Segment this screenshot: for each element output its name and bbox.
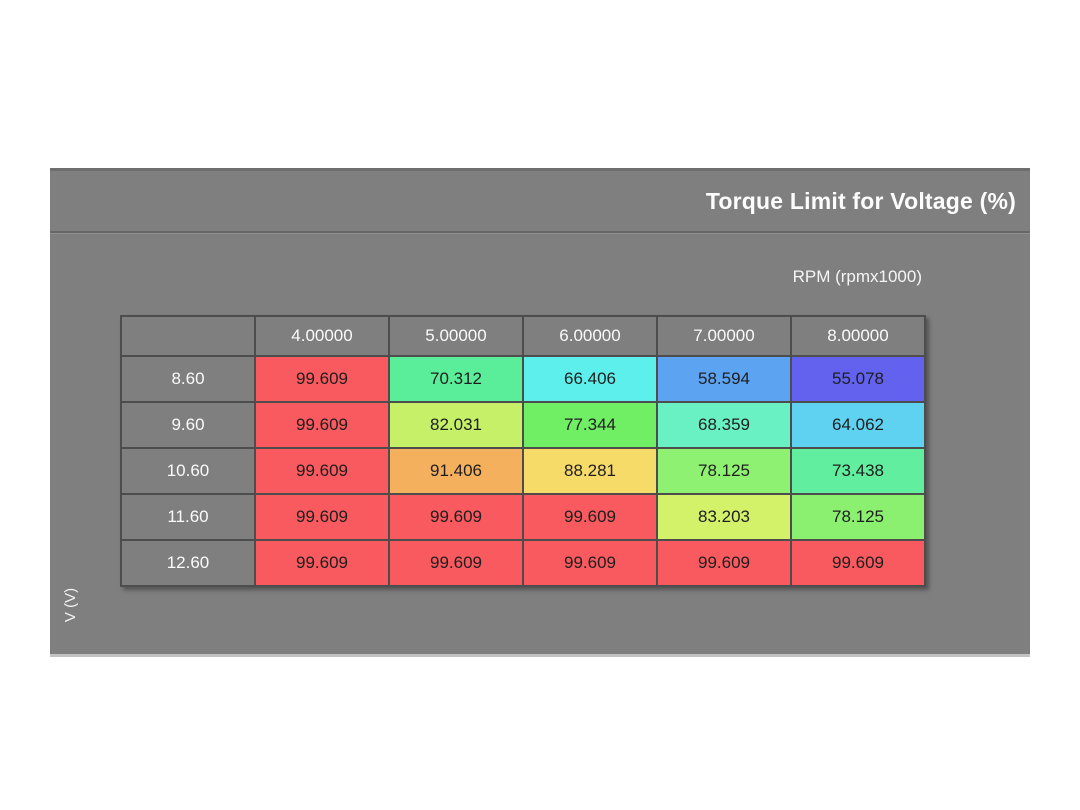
- column-header-2: 6.00000: [522, 315, 658, 357]
- table-cell-r1-c2[interactable]: 77.344: [522, 401, 658, 449]
- table-cell-r1-c0[interactable]: 99.609: [254, 401, 390, 449]
- table-cell-r3-c3[interactable]: 83.203: [656, 493, 792, 541]
- panel-title-bar: Torque Limit for Voltage (%): [50, 171, 1030, 233]
- table-row-2: 10.60 99.609 91.406 88.281 78.125 73.438: [120, 447, 926, 495]
- table-cell-r0-c1[interactable]: 70.312: [388, 355, 524, 403]
- table-cell-r0-c4[interactable]: 55.078: [790, 355, 926, 403]
- table-cell-r4-c4[interactable]: 99.609: [790, 539, 926, 587]
- table-cell-r0-c0[interactable]: 99.609: [254, 355, 390, 403]
- table-cell-r2-c3[interactable]: 78.125: [656, 447, 792, 495]
- column-header-1: 5.00000: [388, 315, 524, 357]
- table-cell-r2-c4[interactable]: 73.438: [790, 447, 926, 495]
- table-cell-r1-c4[interactable]: 64.062: [790, 401, 926, 449]
- table-row-3: 11.60 99.609 99.609 99.609 83.203 78.125: [120, 493, 926, 541]
- table-cell-r4-c3[interactable]: 99.609: [656, 539, 792, 587]
- table-cell-r4-c1[interactable]: 99.609: [388, 539, 524, 587]
- table-corner-cell: [120, 315, 256, 357]
- table-cell-r4-c0[interactable]: 99.609: [254, 539, 390, 587]
- table-cell-r2-c0[interactable]: 99.609: [254, 447, 390, 495]
- row-header-3: 11.60: [120, 493, 256, 541]
- table-cell-r0-c3[interactable]: 58.594: [656, 355, 792, 403]
- column-header-4: 8.00000: [790, 315, 926, 357]
- table-cell-r4-c2[interactable]: 99.609: [522, 539, 658, 587]
- table-cell-r2-c2[interactable]: 88.281: [522, 447, 658, 495]
- column-header-3: 7.00000: [656, 315, 792, 357]
- row-header-0: 8.60: [120, 355, 256, 403]
- table-cell-r3-c2[interactable]: 99.609: [522, 493, 658, 541]
- table-row-1: 9.60 99.609 82.031 77.344 68.359 64.062: [120, 401, 926, 449]
- row-header-4: 12.60: [120, 539, 256, 587]
- table-cell-r3-c1[interactable]: 99.609: [388, 493, 524, 541]
- table-cell-r2-c1[interactable]: 91.406: [388, 447, 524, 495]
- panel-title: Torque Limit for Voltage (%): [705, 188, 1016, 214]
- table-cell-r0-c2[interactable]: 66.406: [522, 355, 658, 403]
- table-cell-r3-c4[interactable]: 78.125: [790, 493, 926, 541]
- torque-map-table-body: 4.00000 5.00000 6.00000 7.00000 8.00000 8.60 9…: [120, 315, 926, 587]
- table-cell-r1-c3[interactable]: 68.359: [656, 401, 792, 449]
- table-cell-r3-c0[interactable]: 99.609: [254, 493, 390, 541]
- row-header-2: 10.60: [120, 447, 256, 495]
- x-axis-label: RPM (rpmx1000): [792, 267, 922, 286]
- y-axis-label: V (V): [62, 587, 79, 623]
- row-header-1: 9.60: [120, 401, 256, 449]
- table-cell-r1-c1[interactable]: 82.031: [388, 401, 524, 449]
- table-row-0: 8.60 99.609 70.312 66.406 58.594 55.078: [120, 355, 926, 403]
- torque-map-table: 4.00000 5.00000 6.00000 7.00000 8.00000 8.60 9…: [120, 315, 926, 587]
- torque-limit-panel: Torque Limit for Voltage (%) RPM (rpmx10…: [50, 168, 1030, 657]
- table-row-4: 12.60 99.609 99.609 99.609 99.609 99.609: [120, 539, 926, 587]
- column-header-0: 4.00000: [254, 315, 390, 357]
- table-header-row: 4.00000 5.00000 6.00000 7.00000 8.00000: [120, 315, 926, 357]
